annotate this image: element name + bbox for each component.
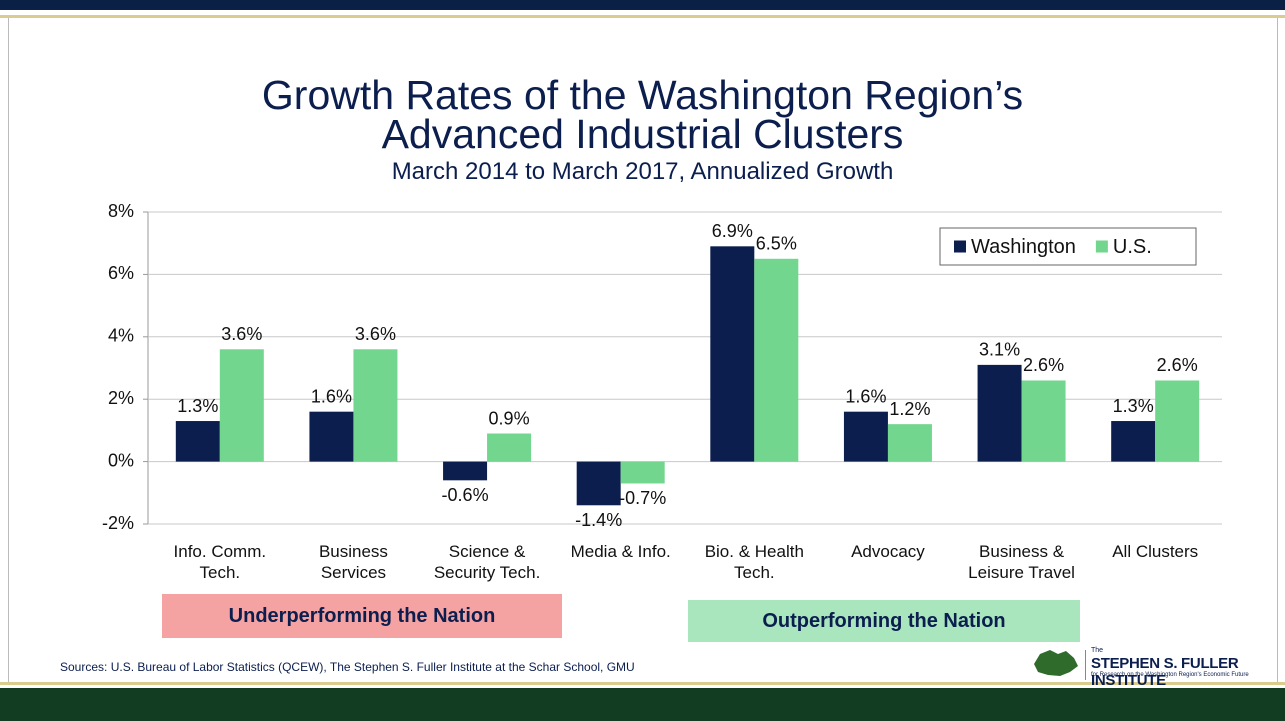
x-tick-label: Media & Info. (570, 542, 671, 561)
bar (576, 461, 621, 506)
value-label: 3.1% (979, 340, 1020, 360)
bar (710, 246, 755, 462)
bottom-bar (0, 688, 1285, 721)
value-label: 1.2% (889, 399, 930, 419)
value-label: -1.4% (575, 510, 622, 530)
value-label: 1.6% (845, 386, 886, 406)
bar (843, 411, 888, 462)
y-tick-label: -2% (102, 513, 134, 533)
logo-icon (1034, 650, 1078, 676)
bar (309, 411, 354, 462)
value-label: 3.6% (221, 324, 262, 344)
y-tick-label: 2% (108, 388, 134, 408)
bar (175, 421, 220, 462)
value-label: 2.6% (1157, 355, 1198, 375)
value-label: 1.3% (177, 396, 218, 416)
bar (487, 433, 532, 462)
value-label: -0.6% (442, 485, 489, 505)
y-tick-label: 4% (108, 326, 134, 346)
value-label: 1.6% (311, 386, 352, 406)
banner-over: Outperforming the Nation (688, 600, 1080, 642)
legend-label: U.S. (1113, 236, 1152, 258)
value-label: 6.5% (756, 234, 797, 254)
legend-swatch (1095, 240, 1108, 253)
value-label: 2.6% (1023, 355, 1064, 375)
chart-subtitle: March 2014 to March 2017, Annualized Gro… (391, 158, 894, 185)
bar (754, 258, 799, 462)
bar (1155, 380, 1200, 462)
y-tick-label: 6% (108, 263, 134, 283)
bar (353, 349, 398, 462)
bar (977, 364, 1022, 462)
chart-title: Growth Rates of the Washington Region’s … (261, 72, 1024, 157)
legend-label: Washington (971, 236, 1076, 258)
value-label: -0.7% (619, 488, 666, 508)
logo-prefix: The (1091, 647, 1104, 654)
value-label: 1.3% (1113, 396, 1154, 416)
logo-name: STEPHEN S. FULLER INSTITUTE (1091, 655, 1239, 689)
bar (887, 424, 932, 462)
legend-box (939, 227, 1197, 266)
left-border (8, 18, 9, 683)
bar (443, 461, 488, 481)
x-tick-label: Science & Security Tech. (433, 542, 541, 582)
right-border (1277, 18, 1278, 683)
y-tick-label: 8% (108, 201, 134, 221)
value-label: 6.9% (712, 221, 753, 241)
x-tick-label: Business & Leisure Travel (968, 542, 1075, 582)
top-bar (0, 0, 1285, 10)
bar (1021, 380, 1066, 462)
x-tick-label: Info. Comm. Tech. (173, 542, 267, 582)
bar (1111, 421, 1156, 462)
legend-swatch (954, 240, 966, 253)
bottom-rule (0, 682, 1285, 685)
bar (219, 349, 264, 462)
x-tick-label: Advocacy (851, 542, 925, 561)
x-tick-label: All Clusters (1112, 542, 1199, 561)
value-label: 3.6% (355, 324, 396, 344)
top-rule (0, 15, 1285, 18)
x-tick-label: Bio. & Health Tech. (704, 542, 804, 582)
source-note: Sources: U.S. Bureau of Labor Statistics… (60, 660, 635, 674)
banner-under: Underperforming the Nation (162, 594, 562, 638)
bar (620, 461, 665, 484)
y-tick-label: 0% (108, 450, 134, 470)
logo-divider (1085, 650, 1086, 680)
x-tick-label: Business Services (318, 542, 388, 582)
value-label: 0.9% (489, 408, 530, 428)
logo-tagline: for Research on the Washington Region's … (1091, 672, 1249, 678)
